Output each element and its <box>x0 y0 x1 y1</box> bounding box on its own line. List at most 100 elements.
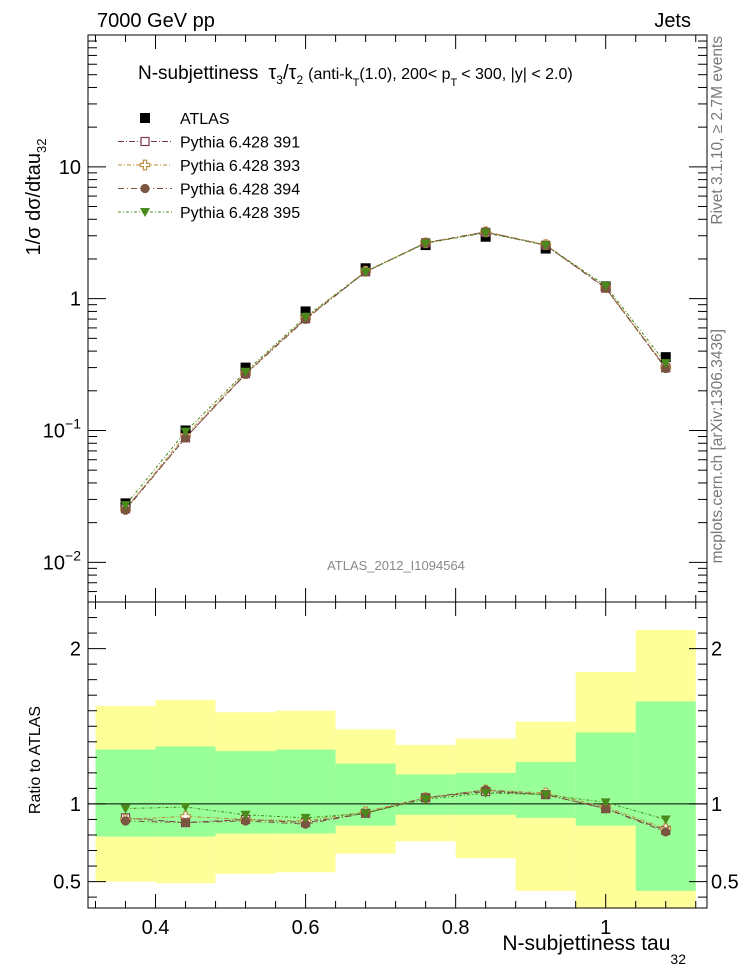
analysis-watermark: ATLAS_2012_I1094564 <box>327 558 465 573</box>
ratio-point-series-4-bin-4 <box>360 809 371 819</box>
ratio-frame <box>87 601 708 909</box>
ratio-point-series-3-bin-3 <box>300 819 311 829</box>
main-point-series-4-bin-9 <box>660 359 671 369</box>
legend: ATLAS Pythia 6.428 391 Pythia 6.428 393 Pyt… <box>118 111 300 222</box>
main-y-tick-label-1: 10−1 <box>43 415 81 442</box>
title-open: (anti-k <box>308 66 353 83</box>
ratio-point-series-3-bin-8 <box>601 803 611 814</box>
x-tick-label-1: 0.6 <box>292 917 320 939</box>
ratio-point-series-4-bin-0 <box>120 804 131 814</box>
ratio-point-series-4-bin-7 <box>540 790 551 800</box>
rivet-label: Rivet 3.1.10, ≥ 2.7M events <box>709 36 726 225</box>
main-y-tick-label-2: 1 <box>70 289 81 311</box>
x-tick-label-0: 0.4 <box>142 917 170 939</box>
ratio-axes: 0.4 0.6 0.8 1 0.5 0.5 1 1 2 2 <box>53 602 739 939</box>
title-end: < 300, |y| < 2.0) <box>461 66 573 83</box>
ratio-y-tick-label-left-2: 2 <box>70 639 81 661</box>
ratio-point-series-4-bin-2 <box>240 810 251 820</box>
main-line-series-4 <box>125 232 667 506</box>
legend-marker-0 <box>140 113 150 123</box>
title-mid: (1.0), 200< p <box>359 66 450 83</box>
ratio-y-tick-label-left-0: 0.5 <box>53 872 81 894</box>
ratio-point-series-3-bin-2 <box>240 816 251 826</box>
title-pt-sub: T <box>451 77 458 89</box>
svg-text:1/σ dσ/dtau32: 1/σ dσ/dtau32 <box>23 139 49 256</box>
ratio-bands <box>95 629 696 908</box>
ratio-band-inner-bin-9 <box>635 701 696 891</box>
legend-label-3: Pythia 6.428 394 <box>180 182 300 199</box>
main-y-tick-label-base-0: 10 <box>43 552 65 574</box>
main-point-series-4-bin-3 <box>300 312 311 322</box>
main-y-tick-label-exp-1: −1 <box>65 415 81 431</box>
ratio-y-tick-label-right-2: 2 <box>711 639 722 661</box>
header-right: Jets <box>654 10 691 32</box>
main-point-series-4-bin-2 <box>240 367 251 377</box>
chart-title: N-subjettiness τ3/τ2 (anti-kT(1.0), 200< p… <box>138 62 573 89</box>
legend-label-1: Pythia 6.428 391 <box>180 135 300 152</box>
title-tau2-sub: 2 <box>296 73 303 87</box>
y-axis-label-sub: 32 <box>34 139 49 153</box>
title-tau2: τ <box>289 62 297 84</box>
main-y-tick-label-3: 10 <box>59 157 81 179</box>
legend-marker-1 <box>140 136 150 147</box>
ratio-data-marks <box>88 784 707 837</box>
ratio-point-series-4-bin-3 <box>300 813 311 823</box>
main-y-tick-label-base-3: 10 <box>59 157 81 179</box>
legend-marker-2 <box>139 159 151 171</box>
ratio-panel: 0.4 0.6 0.8 1 0.5 0.5 1 1 2 2 <box>53 601 739 939</box>
ratio-point-series-4-bin-9 <box>660 815 671 825</box>
title-tau3: τ <box>268 62 276 84</box>
x-tick-label-2: 0.8 <box>442 917 470 939</box>
main-line-series-2 <box>125 231 667 510</box>
mcplots-label: mcplots.cern.ch [arXiv:1306.3436] <box>709 329 726 563</box>
main-point-series-4-bin-5 <box>420 239 431 249</box>
main-point-series-4-bin-7 <box>540 241 551 251</box>
legend-marker-4 <box>140 208 150 217</box>
main-point-series-4-bin-1 <box>180 427 191 437</box>
main-point-series-0-bin-3 <box>300 306 311 317</box>
ratio-point-series-4-bin-1 <box>180 803 191 813</box>
ratio-line-series-1 <box>125 791 666 831</box>
y-axis-label-main: 1/σ dσ/dtau <box>23 153 45 256</box>
main-point-series-0-bin-2 <box>240 362 251 373</box>
x-axis-label-sub: 32 <box>670 951 686 967</box>
x-tick-label-3: 1 <box>600 917 611 939</box>
main-y-tick-label-base-2: 1 <box>70 289 81 311</box>
legend-label-2: Pythia 6.428 393 <box>180 158 300 175</box>
title-slash: / <box>283 62 289 84</box>
main-y-tick-label-base-1: 10 <box>43 420 65 442</box>
ratio-point-series-4-bin-6 <box>480 789 491 799</box>
main-point-series-4-bin-0 <box>120 501 131 511</box>
x-axis-label-main: N-subjettiness tau <box>502 932 670 955</box>
main-point-series-4-bin-6 <box>480 228 491 238</box>
ratio-y-tick-label-left-1: 1 <box>70 794 81 816</box>
title-tau3-sub: 3 <box>276 73 283 87</box>
ratio-point-series-4-bin-5 <box>420 795 431 805</box>
main-line-series-3 <box>125 231 667 511</box>
ratio-line-series-4 <box>125 792 666 820</box>
header-left: 7000 GeV pp <box>97 10 215 32</box>
ratio-point-series-3-bin-9 <box>661 827 671 837</box>
ratio-line-series-2 <box>125 789 666 830</box>
main-point-series-4-bin-4 <box>360 267 371 277</box>
ratio-point-series-3-bin-0 <box>120 816 131 826</box>
main-data-marks <box>120 226 672 515</box>
ratio-y-label: Ratio to ATLAS <box>27 706 44 814</box>
main-point-series-4-bin-8 <box>600 281 611 291</box>
legend-label-4: Pythia 6.428 395 <box>180 205 300 222</box>
legend-label-0: ATLAS <box>180 111 230 128</box>
ratio-y-tick-label-right-0: 0.5 <box>711 872 739 894</box>
x-axis-label: N-subjettiness tau32 <box>502 932 686 967</box>
ratio-y-tick-label-right-1: 1 <box>711 794 722 816</box>
main-point-series-0-bin-9 <box>660 352 671 363</box>
main-y-tick-label-0: 10−2 <box>43 547 81 574</box>
main-line-series-1 <box>125 231 667 510</box>
ratio-point-series-3-bin-1 <box>180 817 191 828</box>
main-point-series-3-bin-9 <box>661 363 671 374</box>
y-axis-label: 1/σ dσ/dtau32 <box>23 139 49 256</box>
main-point-series-3-bin-1 <box>180 433 191 443</box>
legend-marker-3 <box>140 183 150 194</box>
